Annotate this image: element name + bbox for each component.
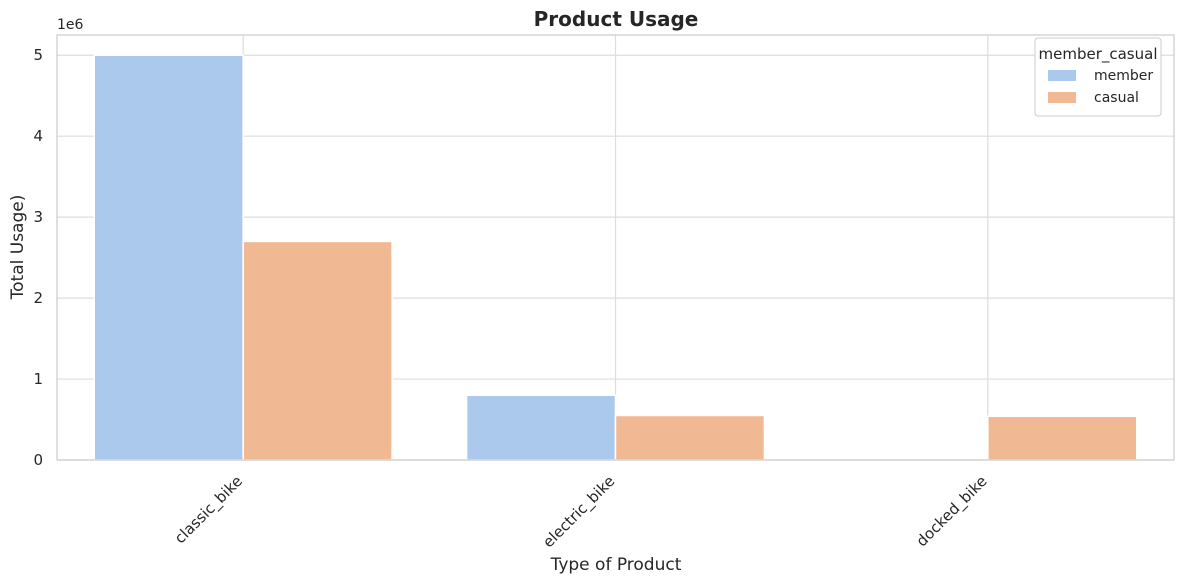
y-axis-label: Total Usage) — [8, 195, 28, 301]
legend-swatch-member — [1048, 70, 1076, 81]
bar-casual-electric_bike — [614, 414, 766, 461]
legend-label-member: member — [1094, 68, 1153, 84]
y-tick-label: 1 — [33, 370, 43, 388]
bars — [93, 54, 1138, 461]
y-tick-label: 0 — [33, 451, 43, 469]
bar-casual-classic_bike — [242, 240, 393, 461]
bar-member-classic_bike — [93, 54, 244, 461]
bar-casual-docked_bike — [987, 415, 1138, 461]
x-tick-label: classic_bike — [171, 472, 247, 548]
legend-label-casual: casual — [1094, 90, 1139, 106]
legend-swatch-casual — [1048, 92, 1076, 103]
x-tick-label: electric_bike — [539, 472, 619, 552]
y-tick-label: 2 — [33, 289, 43, 307]
y-axis-ticks: 0 1 2 3 4 5 — [33, 46, 43, 469]
plot-frame — [56, 34, 1175, 461]
x-tick-label: docked_bike — [913, 472, 992, 551]
y-offset-label: 1e6 — [57, 17, 84, 33]
x-axis-ticks: classic_bike electric_bike docked_bike — [171, 472, 991, 552]
bar-member-electric_bike — [465, 394, 617, 461]
y-tick-label: 5 — [33, 46, 43, 64]
legend-title: member_casual — [1039, 45, 1158, 64]
y-tick-label: 4 — [33, 127, 43, 145]
y-tick-label: 3 — [33, 208, 43, 226]
legend: member_casual member casual — [1034, 37, 1162, 117]
chart-title: Product Usage — [534, 7, 699, 31]
x-axis-label: Type of Product — [550, 555, 682, 575]
